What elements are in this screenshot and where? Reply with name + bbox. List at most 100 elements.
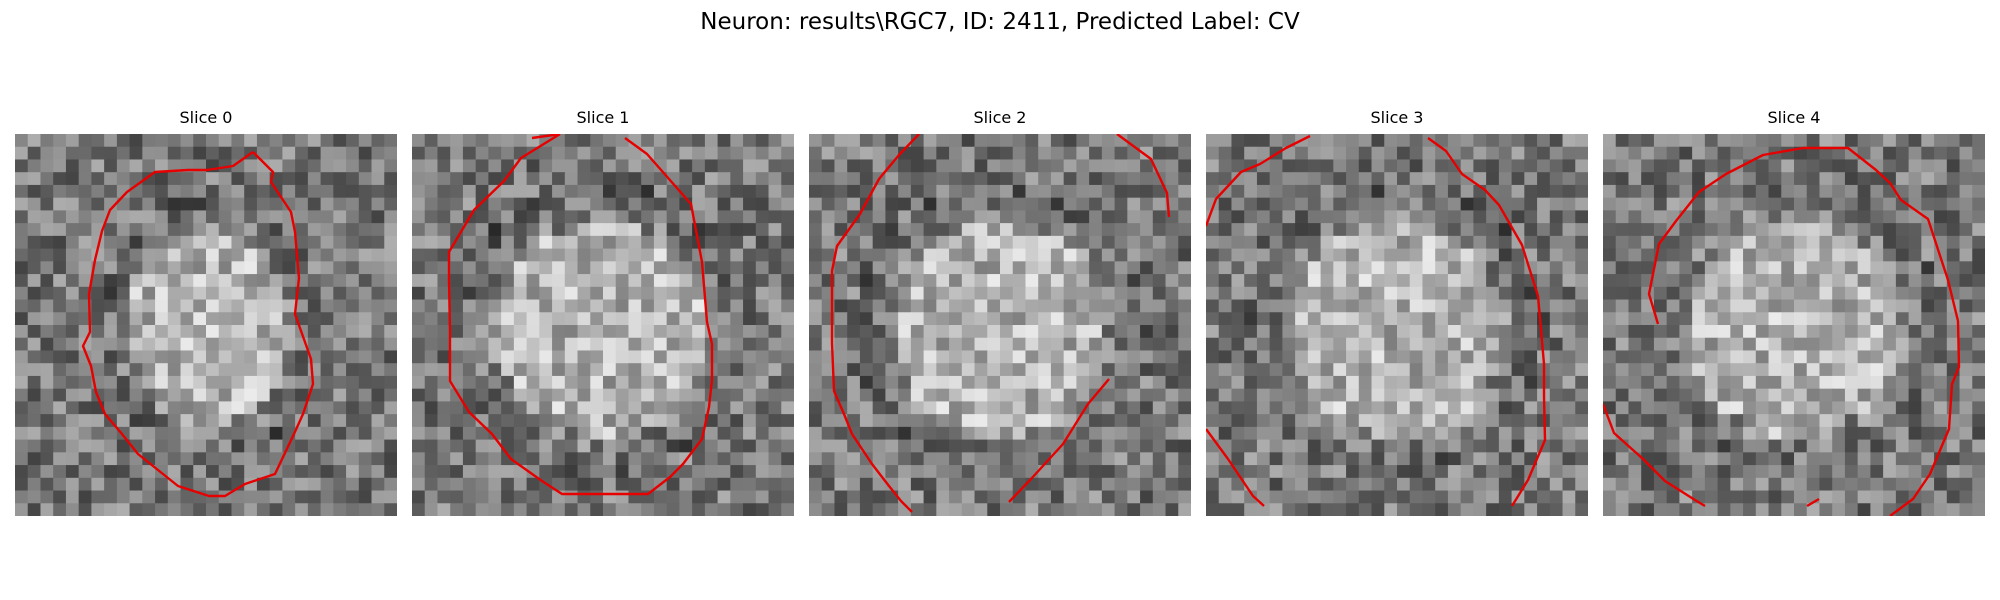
pixel-cell (603, 503, 617, 516)
pixel-cell (1409, 503, 1424, 516)
pixel-cell (961, 286, 976, 301)
pixel-cell (384, 299, 397, 313)
pixel-cell (730, 172, 744, 186)
pixel-cell (1447, 388, 1462, 402)
pixel-cell (704, 388, 719, 402)
pixel-cell (1397, 159, 1411, 173)
pixel-cell (1244, 325, 1258, 339)
pixel-cell (244, 223, 258, 237)
pixel-cell (462, 414, 477, 428)
pixel-cell (1114, 388, 1128, 402)
pixel-cell (1282, 159, 1296, 173)
pixel-cell (1371, 184, 1385, 199)
pixel-cell (282, 134, 296, 148)
pixel-cell (193, 235, 207, 250)
pixel-cell (1012, 210, 1027, 224)
pixel-cell (333, 134, 347, 148)
pixel-cell (1819, 477, 1833, 492)
pixel-cell (1704, 286, 1719, 301)
pixel-cell (1358, 223, 1373, 237)
pixel-cell (1832, 299, 1846, 313)
pixel-cell (1562, 401, 1576, 415)
pixel-cell (1857, 452, 1871, 466)
pixel-cell (692, 350, 706, 364)
pixel-cell (1511, 401, 1525, 415)
pixel-cell (1114, 274, 1128, 288)
pixel-cell (307, 401, 322, 415)
pixel-cell (590, 223, 604, 237)
pixel-cell (1050, 197, 1065, 211)
pixel-cell (1549, 299, 1564, 313)
pixel-cell (358, 325, 373, 339)
pixel-cell (450, 363, 464, 377)
pixel-cell (1012, 286, 1027, 301)
pixel-cell (1768, 248, 1782, 262)
pixel-cell (1575, 350, 1588, 364)
pixel-cell (1435, 325, 1449, 339)
pixel-cell (501, 375, 515, 390)
pixel-cell (1743, 414, 1757, 428)
pixel-cell (27, 210, 42, 224)
pixel-cell (475, 363, 489, 377)
pixel-cell (1165, 184, 1179, 199)
pixel-cell (1333, 375, 1347, 390)
pixel-cell (1320, 210, 1334, 224)
pixel-cell (768, 274, 782, 288)
pixel-cell (488, 159, 502, 173)
pixel-cell (167, 210, 182, 224)
pixel-cell (244, 299, 258, 313)
pixel-cell (1063, 350, 1077, 364)
pixel-cell (1628, 363, 1642, 377)
pixel-cell (949, 248, 963, 262)
pixel-cell (1000, 375, 1014, 390)
pixel-cell (424, 312, 439, 326)
pixel-cell (513, 337, 528, 352)
pixel-cell (834, 350, 848, 364)
pixel-cell (577, 363, 591, 377)
pixel-cell (949, 337, 963, 352)
pixel-cell (1717, 375, 1731, 390)
pixel-cell (1218, 210, 1233, 224)
pixel-cell (1473, 414, 1487, 428)
pixel-cell (116, 337, 131, 352)
pixel-cell (412, 223, 426, 237)
pixel-cell (1870, 235, 1884, 250)
pixel-cell (923, 248, 937, 262)
pixel-cell (1883, 375, 1897, 390)
pixel-cell (1666, 172, 1680, 186)
pixel-cell (1934, 503, 1948, 516)
pixel-cell (1307, 452, 1322, 466)
pixel-cell (167, 337, 182, 352)
pixel-cell (809, 286, 823, 301)
pixel-cell (526, 184, 540, 199)
pixel-cell (987, 274, 1001, 288)
pixel-cell (1397, 286, 1411, 301)
pixel-cell (679, 439, 693, 453)
pixel-cell (424, 363, 439, 377)
pixel-cell (564, 401, 579, 415)
pixel-cell (910, 248, 925, 262)
pixel-cell (1628, 184, 1642, 199)
pixel-cell (1089, 184, 1103, 199)
pixel-cell (743, 490, 757, 504)
pixel-cell (1358, 477, 1373, 492)
pixel-cell (1679, 375, 1693, 390)
pixel-cell (1447, 350, 1462, 364)
pixel-cell (358, 159, 373, 173)
pixel-cell (1511, 503, 1525, 516)
pixel-cell (1641, 235, 1655, 250)
pixel-cell (1460, 414, 1474, 428)
pixel-cell (1537, 184, 1551, 199)
pixel-cell (1025, 248, 1039, 262)
pixel-cell (282, 159, 296, 173)
pixel-cell (1140, 146, 1154, 161)
pixel-cell (1152, 337, 1167, 352)
pixel-cell (1743, 146, 1757, 161)
pixel-cell (116, 325, 131, 339)
pixel-cell (1498, 261, 1513, 275)
pixel-cell (129, 274, 143, 288)
pixel-cell (1089, 299, 1103, 313)
pixel-cell (1537, 197, 1551, 211)
pixel-cell (834, 337, 848, 352)
pixel-cell (1549, 363, 1564, 377)
